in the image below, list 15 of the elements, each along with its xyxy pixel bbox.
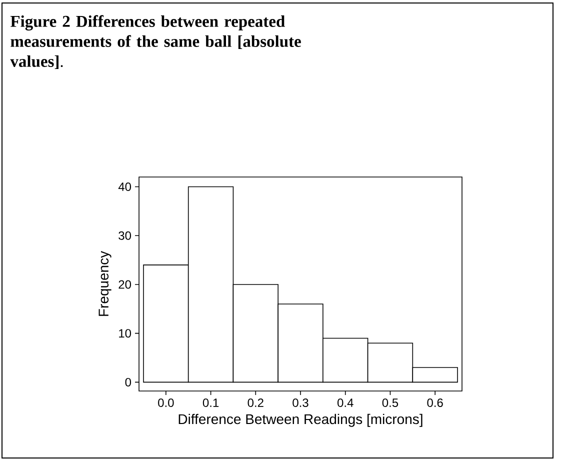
x-tick-label: 0.3 [292,398,308,408]
y-tick-label: 10 [119,329,132,338]
x-tick-label: 0.0 [158,398,174,408]
x-tick-label: 0.2 [248,398,264,408]
y-tick-label: 20 [118,280,132,289]
chart-title: Figure 2 Differences between repeated measurements of the same ball [absolute values]. [10,15,301,70]
y-tick-label: 0 [125,378,132,386]
x-axis-title: Difference Between Readings [microns] [178,414,422,427]
x-tick-label: 0.5 [382,398,398,408]
y-tick-label: 30 [118,231,132,240]
y-tick-label: 40 [118,182,132,192]
x-tick-label: 0.4 [337,398,354,408]
x-tick-label: 0.1 [202,398,219,408]
x-tick-label: 0.6 [427,398,443,408]
y-axis-title: Frequency [98,250,112,316]
